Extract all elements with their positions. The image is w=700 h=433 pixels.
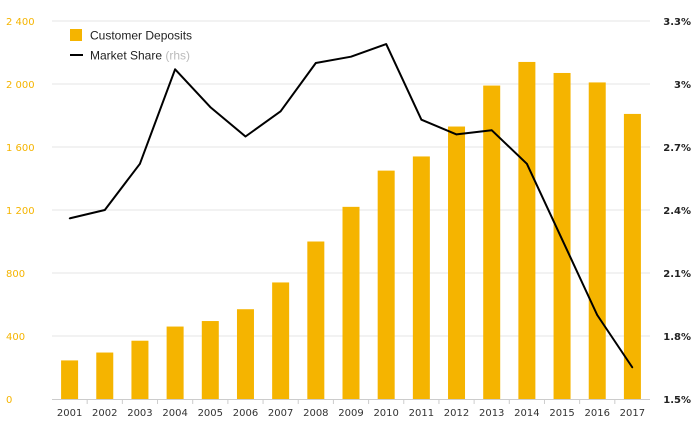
x-tick-label: 2011 [409, 408, 434, 419]
market-share-point [350, 55, 352, 58]
deposit-bars [61, 61, 641, 400]
market-share-point [526, 163, 528, 165]
market-share-point [420, 118, 423, 121]
market-share-point [455, 133, 458, 136]
x-tick-label: 2017 [620, 408, 645, 419]
market-share-point [139, 163, 141, 165]
y-right-tick-label: 1.8% [663, 332, 691, 343]
y-left-tick-label: 0 [6, 395, 12, 406]
deposit-bar [166, 326, 184, 399]
market-share-point [68, 217, 71, 220]
legend-suffix-rhs: (rhs) [165, 49, 190, 63]
x-tick-label: 2006 [233, 408, 258, 419]
legend-swatch-deposits [70, 29, 82, 41]
y-left-tick-label: 1 600 [6, 143, 35, 154]
x-tick-label: 2015 [549, 408, 574, 419]
y-left-tick-label: 400 [6, 332, 25, 343]
deposit-bar [61, 360, 79, 399]
x-tick-label: 2003 [127, 408, 152, 419]
deposit-bar [236, 309, 254, 399]
deposit-bar [307, 241, 325, 399]
market-share-point [631, 366, 634, 369]
y-right-tick-label: 3% [674, 80, 691, 91]
deposit-bar [201, 321, 219, 399]
deposit-bar [412, 156, 430, 399]
market-share-point [244, 135, 247, 138]
market-share-point [103, 209, 106, 211]
market-share-line-group [68, 43, 634, 369]
x-tick-label: 2009 [338, 408, 363, 419]
x-axis: 2001 2002 2003 2004 2005 2006 2007 2008 2009 2010… [52, 399, 650, 419]
x-tick-label: 2001 [57, 408, 82, 419]
market-share-point [209, 106, 212, 108]
x-tick-label: 2016 [585, 408, 610, 419]
legend-label-deposits: Customer Deposits [90, 29, 192, 43]
deposit-bar [518, 61, 536, 399]
legend: Customer Deposits Market Share (rhs) [70, 29, 192, 63]
legend-label-market-share: Market Share [90, 49, 162, 63]
deposit-bar [272, 282, 290, 399]
market-share-point [279, 110, 282, 113]
deposit-bar [96, 352, 114, 399]
market-share-point [385, 43, 387, 45]
y-right-tick-label: 1.5% [663, 395, 691, 406]
deposit-bar [131, 340, 149, 399]
x-tick-label: 2008 [303, 408, 328, 419]
deposit-bar [588, 82, 606, 400]
y-left-tick-label: 1 200 [6, 206, 35, 217]
x-tick-label: 2004 [162, 408, 187, 419]
x-tick-label: 2007 [268, 408, 293, 419]
x-tick-label: 2005 [198, 408, 223, 419]
right-axis: 1.5% 1.8% 2.1% 2.4% 2.7% 3% 3.3% [663, 17, 691, 406]
y-right-tick-label: 2.1% [663, 269, 691, 280]
market-share-point [490, 129, 493, 131]
x-tick-label: 2010 [373, 408, 398, 419]
market-share-point [174, 68, 176, 71]
legend-entry-market-share: Market Share (rhs) [90, 49, 190, 63]
left-axis: 0 400 800 1 200 1 600 2 000 2 400 [6, 17, 35, 406]
market-share-point [561, 238, 563, 241]
deposit-bar [377, 170, 395, 399]
y-left-tick-label: 2 000 [6, 80, 35, 91]
y-right-tick-label: 2.4% [663, 206, 691, 217]
market-share-point [315, 62, 317, 64]
deposit-bar [623, 113, 641, 400]
deposit-bar [553, 72, 571, 399]
y-left-tick-label: 800 [6, 269, 25, 280]
deposit-bar [483, 85, 501, 399]
x-tick-label: 2013 [479, 408, 504, 419]
deposit-bar [448, 126, 466, 400]
deposit-bar [342, 206, 360, 399]
x-tick-label: 2002 [92, 408, 117, 419]
y-right-tick-label: 3.3% [663, 17, 691, 28]
y-right-tick-label: 2.7% [663, 143, 691, 154]
x-tick-label: 2014 [514, 408, 539, 419]
x-tick-label: 2012 [444, 408, 469, 419]
y-left-tick-label: 2 400 [6, 17, 35, 28]
market-share-point [596, 314, 599, 316]
